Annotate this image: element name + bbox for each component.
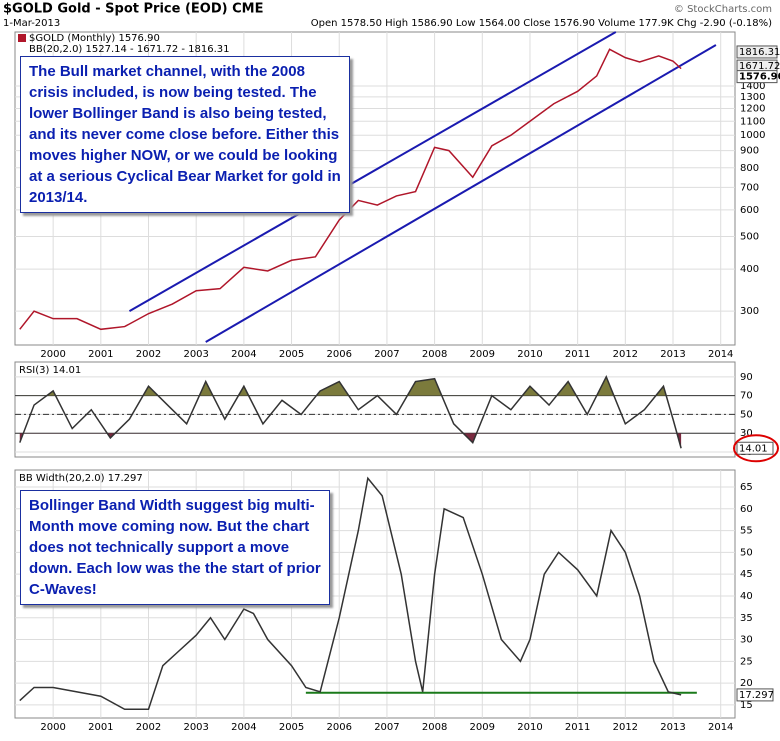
x-tick-label: 2007 (374, 722, 399, 733)
x-tick-label: 2001 (88, 722, 113, 733)
y-tick-label: 50 (740, 409, 753, 420)
x-tick-label: 2004 (231, 722, 256, 733)
x-tick-label: 2000 (40, 349, 65, 360)
legend-label: BB(20,2.0) 1527.14 - 1671.72 - 1816.31 (29, 44, 230, 55)
date: 1-Mar-2013 (3, 18, 60, 29)
x-tick-label: 2012 (613, 722, 638, 733)
source: © StockCharts.com (674, 4, 772, 15)
x-tick-label: 2013 (660, 349, 685, 360)
last-value-marker (736, 688, 774, 702)
y-tick-label: 800 (740, 163, 759, 174)
y-tick-label: 40 (740, 591, 753, 602)
last-value-label: 17.297 (739, 690, 774, 701)
x-tick-label: 2002 (136, 722, 161, 733)
x-tick-label: 2009 (470, 722, 495, 733)
quote: Open 1578.50 High 1586.90 Low 1564.00 Cl… (311, 18, 772, 29)
legend-label: $GOLD (Monthly) 1576.90 (29, 33, 160, 44)
y-tick-label: 70 (740, 391, 753, 402)
last-value-marker (736, 441, 774, 455)
x-tick-label: 2013 (660, 722, 685, 733)
x-tick-label: 2008 (422, 349, 447, 360)
panel-title: BB Width(20,2.0) 17.297 (19, 473, 143, 484)
y-tick-label: 55 (740, 526, 753, 537)
y-tick-label: 1400 (740, 81, 765, 92)
x-tick-label: 2010 (517, 722, 542, 733)
y-tick-label: 60 (740, 504, 753, 515)
x-tick-label: 2004 (231, 349, 256, 360)
y-tick-label: 35 (740, 613, 753, 624)
annotation: The Bull market channel, with the 2008 c… (20, 56, 350, 213)
trend-line (205, 44, 717, 343)
y-tick-label: 30 (740, 635, 753, 646)
x-tick-label: 2006 (327, 349, 352, 360)
x-tick-label: 2005 (279, 349, 304, 360)
x-tick-label: 2014 (708, 722, 733, 733)
y-tick-label: 400 (740, 264, 759, 275)
y-tick-label: 50 (740, 547, 753, 558)
x-tick-label: 2008 (422, 722, 447, 733)
series-line (19, 48, 682, 331)
annotation: Bollinger Band Width suggest big multi-M… (20, 490, 330, 605)
y-tick-label: 45 (740, 569, 753, 580)
x-tick-label: 2012 (613, 349, 638, 360)
x-tick-label: 2011 (565, 722, 590, 733)
y-tick-label: 90 (740, 372, 753, 383)
y-tick-label: 1100 (740, 116, 765, 127)
price-marker-label: 1671.72 (739, 61, 780, 72)
price-marker (736, 45, 778, 59)
price-marker-label: 1576.90 (739, 72, 780, 83)
y-tick-label: 30 (740, 428, 753, 439)
series-line (19, 476, 682, 711)
price-marker-label: 1816.31 (739, 47, 780, 58)
last-value-label: 14.01 (739, 443, 768, 454)
y-tick-label: 900 (740, 146, 759, 157)
panel-title: RSI(3) 14.01 (19, 365, 81, 376)
y-tick-label: 300 (740, 306, 759, 317)
x-tick-label: 2002 (136, 349, 161, 360)
x-tick-label: 2001 (88, 349, 113, 360)
y-tick-label: 1300 (740, 92, 765, 103)
y-tick-label: 1200 (740, 104, 765, 115)
y-tick-label: 500 (740, 232, 759, 243)
highlight-circle (733, 434, 779, 463)
y-tick-label: 25 (740, 656, 753, 667)
x-tick-label: 2011 (565, 349, 590, 360)
x-tick-label: 2000 (40, 722, 65, 733)
series-line (19, 375, 682, 449)
y-tick-label: 700 (740, 182, 759, 193)
plot-area (14, 361, 736, 458)
y-tick-label: 1000 (740, 130, 765, 141)
trend-line (128, 31, 617, 313)
x-tick-label: 2009 (470, 349, 495, 360)
x-tick-label: 2014 (708, 349, 733, 360)
y-tick-label: 15 (740, 700, 753, 711)
y-tick-label: 65 (740, 482, 753, 493)
x-tick-label: 2005 (279, 722, 304, 733)
legend-swatch (18, 34, 26, 42)
chart-title: $GOLD Gold - Spot Price (EOD) CME (3, 2, 263, 17)
y-tick-label: 600 (740, 205, 759, 216)
x-tick-label: 2006 (327, 722, 352, 733)
x-tick-label: 2003 (183, 349, 208, 360)
price-marker (736, 70, 778, 84)
x-tick-label: 2007 (374, 349, 399, 360)
y-tick-label: 20 (740, 678, 753, 689)
x-tick-label: 2010 (517, 349, 542, 360)
x-tick-label: 2003 (183, 722, 208, 733)
